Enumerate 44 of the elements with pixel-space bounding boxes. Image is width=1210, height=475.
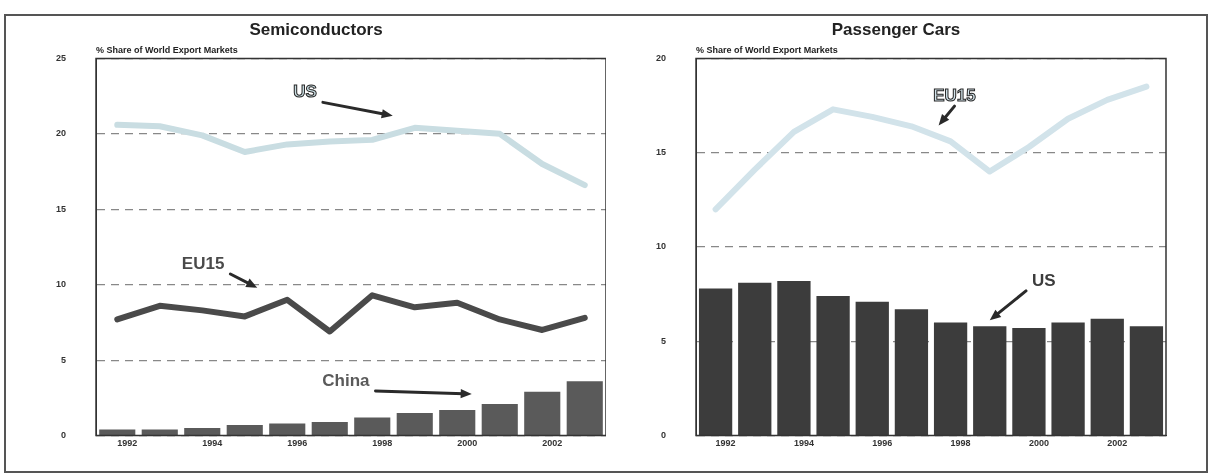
bar [354,417,391,435]
y-tick-label: 15 [656,147,667,158]
x-tick-label: 1994 [202,438,223,449]
x-tick-label: 2000 [1028,438,1049,449]
x-tick-label: 1992 [117,438,138,449]
x-tick-label: 1994 [793,438,814,449]
bar [269,423,306,435]
x-tick-label: 2002 [542,438,563,449]
bar [396,412,433,435]
bar [524,391,561,435]
y-axis-title: % Share of World Export Markets [96,45,238,56]
x-tick-label: 2002 [1107,438,1128,449]
y-tick-label: 5 [661,335,667,346]
bar [99,429,136,435]
chart-title: Passenger Cars [831,19,961,39]
bar [481,403,518,435]
y-tick-label: 5 [61,354,67,365]
y-tick-label: 15 [56,203,67,214]
y-tick-label: 25 [56,52,67,63]
series-label: China [322,370,371,390]
text: US [293,82,317,102]
x-tick-label: 2000 [457,438,478,449]
bar [439,409,476,435]
bar [184,428,221,435]
x-tick-label: 1996 [287,438,308,449]
bar [566,381,603,435]
y-tick-label: 20 [56,128,67,139]
bar [226,425,263,435]
y-tick-label: 0 [61,430,67,441]
x-tick-label: 1998 [950,438,971,449]
x-tick-label: 1992 [715,438,736,449]
y-tick-label: 20 [656,52,667,63]
x-tick-label: 1998 [372,438,393,449]
y-tick-label: 10 [56,279,67,290]
bar [141,429,178,435]
chart-title: Semiconductors [249,19,383,39]
y-tick-label: 10 [656,241,667,252]
bar [311,422,348,435]
x-tick-label: 1996 [872,438,893,449]
y-axis-title: % Share of World Export Markets [696,45,838,56]
text: EU15 [181,253,225,273]
series-label: US [1031,270,1056,290]
series-label: EU15 [933,85,976,105]
y-tick-label: 0 [661,430,667,441]
